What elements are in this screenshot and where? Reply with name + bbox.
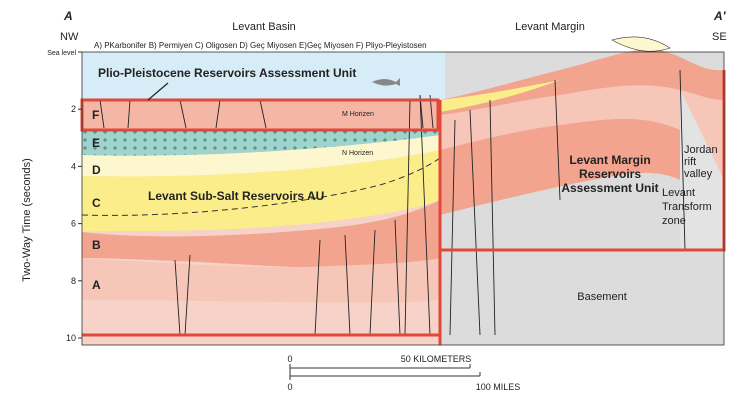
section-end: A [63,9,73,23]
horizon-label: M Horizen [342,111,374,118]
scale-label: 0 [287,354,292,364]
y-tick-label: Sea level [47,50,76,57]
layer-letter: B [92,238,101,252]
scale-bar [290,364,480,380]
y-tick-label: 8 [71,276,76,286]
direction: SE [712,31,727,43]
rift-label: rift [684,156,696,168]
scale-label: 50 KILOMETERS [401,354,472,364]
y-tick-label: 2 [71,104,76,114]
transform-label: Transform [662,201,712,213]
layer-letter: C [92,196,101,210]
unit-label: Levant Sub-Salt Reservoirs AU [148,189,324,203]
margin-top-fold [612,37,670,51]
transform-label: zone [662,215,686,227]
unit-label: Plio-Pleistocene Reservoirs Assessment U… [98,66,356,80]
y-tick-label: 10 [66,333,76,343]
axis-title: Two-Way Time (seconds) [21,158,33,282]
rift-label: valley [684,168,713,180]
direction: NW [60,31,79,43]
legend: A) PKarbonifer B) Permiyen C) Oligosen D… [94,41,427,50]
axis-ticks: Sea level 2 4 6 8 10 [47,50,82,343]
section-end: A′ [713,9,727,23]
scale-label: 0 [287,382,292,392]
region-label: Levant Margin [515,21,585,33]
scale-label: 100 MILES [476,382,521,392]
layer-letter: D [92,163,101,177]
unit-label: Assessment Unit [561,181,658,195]
basement-label: Basement [577,291,627,303]
layer-letter: F [92,108,99,122]
unit-label: Levant Margin [569,153,650,167]
y-tick-label: 4 [71,161,76,171]
cross-section: A A′ NW SE Levant Basin Levant Margin A)… [0,0,747,402]
layer-letter: A [92,278,101,292]
unit-label: Reservoirs [579,167,641,181]
transform-label: Levant [662,187,695,199]
horizon-label: N Horizen [342,150,373,157]
layer-letter: E [92,136,100,150]
y-tick-label: 6 [71,219,76,229]
region-label: Levant Basin [232,21,296,33]
rift-label: Jordan [684,144,718,156]
